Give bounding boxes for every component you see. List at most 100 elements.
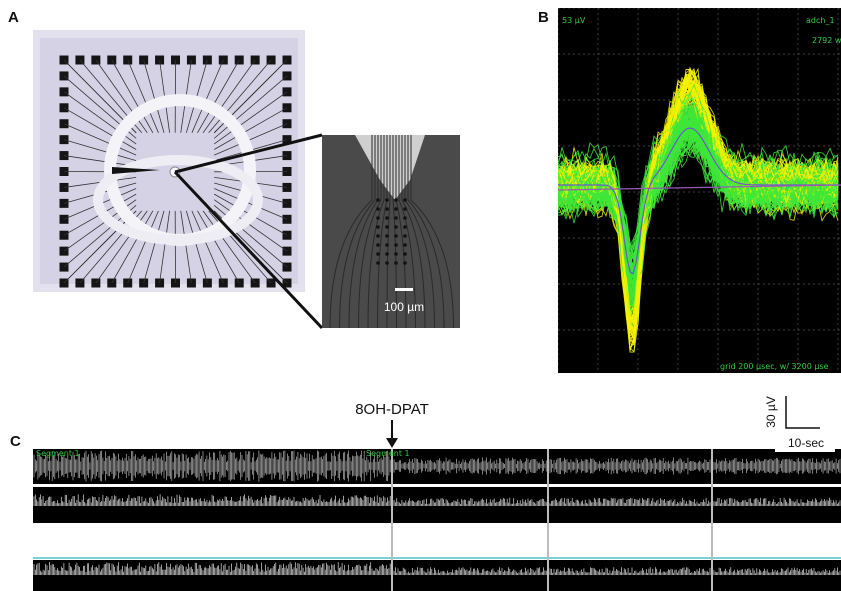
inset-lead [398, 135, 416, 329]
site [385, 198, 389, 202]
lead-line [202, 210, 256, 284]
traces [33, 449, 841, 591]
mean-waveform [558, 127, 840, 275]
trace-row [33, 560, 841, 591]
site [376, 198, 380, 202]
panel-label: B [538, 9, 549, 26]
scale-label: 100 µm [384, 300, 424, 314]
lead-line [127, 59, 159, 133]
lead-line [159, 210, 170, 284]
site [394, 198, 398, 202]
site [376, 207, 380, 211]
waveforms [558, 66, 841, 353]
ring [93, 155, 263, 245]
inset-lead [339, 135, 376, 329]
site [385, 252, 389, 256]
site [385, 207, 389, 211]
scale-bar [395, 288, 413, 291]
site [394, 261, 398, 265]
lead-line [202, 59, 256, 134]
inset-lead [401, 135, 426, 329]
site [394, 252, 398, 256]
site [385, 234, 389, 238]
site [385, 225, 389, 229]
lead-line [214, 188, 288, 220]
pad [59, 87, 69, 97]
scale-bars [785, 396, 820, 429]
site [403, 216, 407, 220]
lead-line [63, 123, 137, 156]
site [376, 216, 380, 220]
waveform [558, 68, 839, 321]
segment-label: Segment 1 [36, 449, 80, 458]
lead-line [191, 210, 224, 284]
inset-lead [404, 135, 435, 329]
site [385, 216, 389, 220]
site [394, 225, 398, 229]
zoom-line [173, 170, 324, 330]
count-label: 2792 w [812, 36, 841, 45]
pad [59, 135, 69, 145]
site [376, 243, 380, 247]
site [403, 243, 407, 247]
scale-x-bg [775, 434, 835, 452]
inset-lead [386, 135, 391, 329]
site [394, 216, 398, 220]
site [403, 252, 407, 256]
inset-lead [392, 135, 397, 329]
site [385, 261, 389, 265]
lead-line [111, 210, 154, 284]
site [394, 207, 398, 211]
pad [59, 55, 69, 65]
lead [112, 167, 160, 174]
site [376, 234, 380, 238]
lead-line [213, 75, 288, 139]
lead-line [191, 59, 224, 133]
channel-label: adch_1 [806, 16, 835, 25]
inset-lead [329, 135, 373, 329]
inset-lead [348, 135, 379, 329]
amplitude-label: 53 µV [562, 16, 586, 25]
panel-label: C [10, 433, 21, 450]
lead-line [63, 210, 137, 284]
drug-label: 8OH-DPAT [355, 401, 429, 418]
scale-y-label: 30 µV [764, 396, 778, 428]
lead-line [63, 139, 137, 162]
lead-line [213, 91, 288, 145]
inset-lead [410, 135, 454, 329]
pad [59, 230, 69, 240]
lead-line [180, 210, 192, 284]
site [403, 198, 407, 202]
zoom-line [174, 133, 323, 174]
mean-baseline [558, 184, 841, 191]
arrow-head [386, 438, 398, 448]
inset-traces [329, 135, 454, 329]
lead-line [208, 59, 272, 134]
scale-x-label: 10-sec [788, 436, 824, 450]
inset-lead [358, 135, 382, 329]
site [376, 225, 380, 229]
lead-line [197, 210, 240, 284]
site [394, 243, 398, 247]
waveform [558, 117, 839, 276]
lead-line [197, 59, 240, 133]
inset-lead [377, 135, 388, 329]
site [403, 261, 407, 265]
waveform [558, 134, 839, 280]
panel-label: A [8, 9, 19, 26]
waveform [558, 91, 839, 290]
segment-label: Segment 1 [366, 449, 410, 458]
lead-line [63, 107, 137, 150]
site [385, 243, 389, 247]
inset-lead [367, 135, 385, 329]
lead-line [214, 123, 288, 156]
inset-lead [395, 135, 407, 329]
grid-label: grid 200 µsec, w/ 3200 µse [720, 362, 829, 371]
lead-line [111, 59, 154, 133]
site [403, 207, 407, 211]
lead-line [185, 210, 208, 284]
site [403, 234, 407, 238]
lead-line [213, 199, 288, 252]
lead-line [143, 210, 165, 284]
